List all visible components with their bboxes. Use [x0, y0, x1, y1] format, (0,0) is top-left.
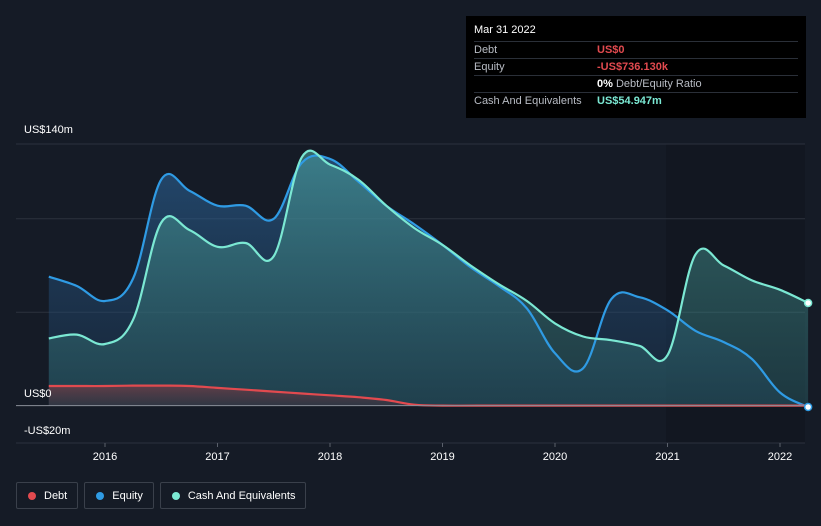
- debt-dot-icon: [28, 491, 36, 500]
- legend-item-cash[interactable]: Cash And Equivalents: [159, 482, 307, 509]
- tooltip-date: Mar 31 2022: [474, 24, 536, 36]
- y-axis-bottom-label: -US$20m: [24, 425, 71, 437]
- y-axis-top-label: US$140m: [24, 124, 73, 136]
- series-lines: [16, 149, 809, 408]
- y-axis-zero-label: US$0: [24, 388, 52, 400]
- tooltip-label: Equity: [474, 61, 505, 73]
- x-tick-label: 2016: [93, 451, 117, 463]
- legend-label: Cash And Equivalents: [187, 489, 296, 502]
- ratio-suffix: Debt/Equity Ratio: [615, 78, 702, 90]
- equity-end-marker: [803, 402, 813, 412]
- tooltip-panel: Mar 31 2022 Debt US$0 Equity -US$736.130…: [466, 16, 806, 118]
- tooltip-value: US$54.947m: [597, 95, 662, 107]
- cash-and-equivalents-line: [48, 149, 809, 363]
- legend-item-equity[interactable]: Equity: [84, 482, 154, 509]
- x-tick-label: 2017: [205, 451, 229, 463]
- legend-label: Equity: [112, 489, 143, 502]
- tooltip-row-debt: Debt US$0: [474, 41, 798, 58]
- tooltip-row-equity: Equity -US$736.130k: [474, 58, 798, 75]
- tooltip-label: Cash And Equivalents: [474, 95, 582, 107]
- tooltip-value: -US$736.130k: [597, 61, 668, 73]
- tooltip-label: [474, 76, 597, 92]
- ratio-value: 0%: [597, 78, 613, 90]
- cash-and-equivalents-end-marker: [803, 298, 813, 308]
- tooltip-value: 0% Debt/Equity Ratio: [597, 76, 702, 92]
- tooltip-row-ratio: 0% Debt/Equity Ratio: [474, 75, 798, 92]
- legend-label: Debt: [44, 489, 68, 502]
- tooltip-row-cash: Cash And Equivalents US$54.947m: [474, 92, 798, 109]
- x-tick-label: 2022: [768, 451, 792, 463]
- x-tick-label: 2019: [430, 451, 454, 463]
- tooltip-value: US$0: [597, 44, 625, 56]
- x-tick-label: 2021: [655, 451, 679, 463]
- cash-dot-icon: [171, 491, 180, 500]
- equity-dot-icon: [96, 491, 105, 500]
- x-tick-label: 2018: [318, 451, 342, 463]
- end-markers: [803, 298, 813, 412]
- x-axis-ticks: 2016 2017 2018 2019 2020 2021 2022: [93, 443, 792, 463]
- legend: Debt Equity Cash And Equivalents: [16, 482, 307, 509]
- x-tick-label: 2020: [543, 451, 567, 463]
- tooltip-label: Debt: [474, 44, 498, 56]
- legend-item-debt[interactable]: Debt: [16, 482, 79, 509]
- debt-area: [48, 385, 809, 406]
